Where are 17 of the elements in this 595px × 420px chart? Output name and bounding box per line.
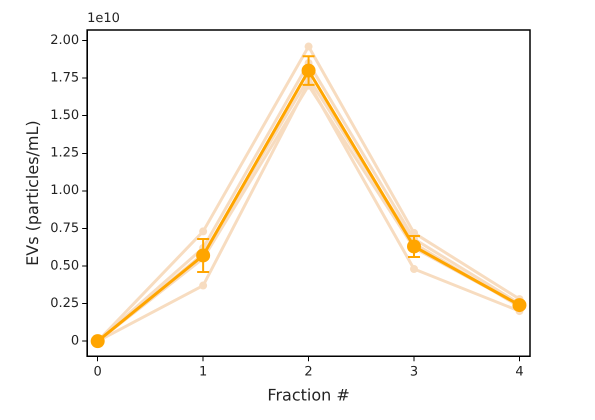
y-tick-label: 0: [70, 334, 80, 349]
y-tick-label: 1.75: [50, 70, 80, 86]
x-tick-label: 3: [410, 364, 418, 380]
y-tick-label: 0.75: [50, 220, 80, 236]
y-axis-title: EVs (particles/mL): [22, 120, 42, 266]
y-tick-label: 1.50: [50, 108, 80, 124]
y-tick-label: 0.50: [50, 258, 80, 274]
text: 1e10: [87, 10, 120, 26]
x-tick-label: 1: [198, 364, 208, 380]
x-tick-label: 4: [515, 364, 524, 380]
x-axis-title: Fraction #: [267, 386, 350, 405]
y-tick-label: 0.25: [50, 296, 80, 311]
x-tick-label: 0: [94, 364, 102, 380]
y-tick-label: 1.25: [50, 146, 80, 161]
x-tick-label: 2: [304, 364, 313, 380]
y-tick-label: 1.00: [50, 183, 80, 198]
y-tick-label: 2.00: [50, 32, 80, 48]
